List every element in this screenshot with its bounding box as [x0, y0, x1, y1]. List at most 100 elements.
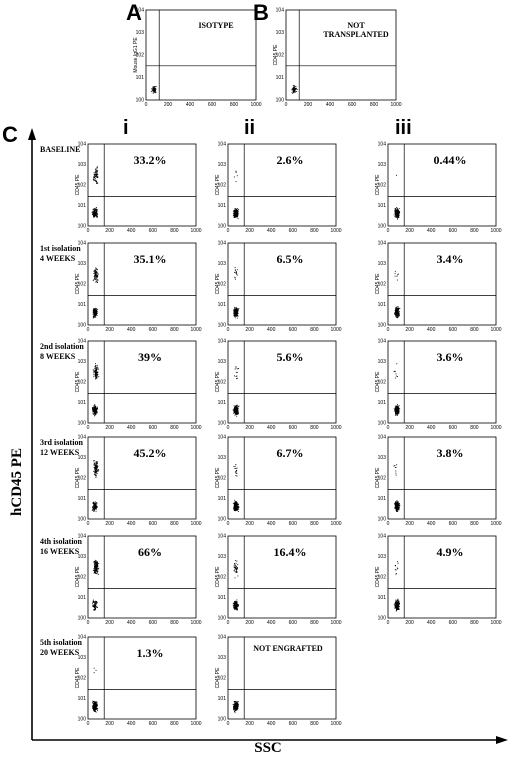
x-tick-label: 800 — [170, 620, 179, 626]
y-axis-label: CD45 PE — [215, 467, 221, 489]
y-tick-label: 103 — [276, 30, 285, 36]
plot-frame — [387, 340, 497, 424]
flow-plot-i-row-1: 0 200 400 600 800 1000 100 101 102 103 104 CD45 PE 3… — [75, 142, 202, 235]
x-tick-label: 400 — [326, 102, 335, 108]
y-axis-label: CD45 PE — [215, 566, 221, 588]
x-tick-label: 800 — [170, 521, 179, 527]
y-axis-label: CD45 PE — [215, 371, 221, 393]
x-tick-label: 800 — [310, 721, 319, 727]
y-tick-label: 103 — [378, 162, 387, 168]
y-tick-label: 100 — [218, 421, 227, 427]
y-tick-label: 103 — [218, 655, 227, 661]
x-tick-label: 400 — [267, 228, 276, 234]
x-tick-label: 600 — [149, 620, 158, 626]
plot-frame — [285, 9, 397, 101]
x-tick-label: 1000 — [190, 327, 201, 333]
y-tick-label: 103 — [218, 359, 227, 365]
y-tick-label: 101 — [378, 203, 387, 209]
x-tick-label: 0 — [87, 425, 90, 431]
row-label-line1: BASELINE — [40, 145, 80, 154]
y-tick-label: 103 — [218, 455, 227, 461]
row-label-line2: 16 WEEKS — [40, 547, 80, 556]
plot-frame — [87, 143, 197, 227]
x-tick-label: 400 — [267, 521, 276, 527]
percent-positive-label: 3.6% — [437, 350, 464, 364]
y-axis-label: CD45 PE — [375, 174, 381, 196]
event-dots — [91, 363, 100, 417]
y-axis-label: CD45 PE — [215, 273, 221, 295]
event-dots — [393, 363, 401, 416]
x-tick-label: 1000 — [330, 327, 341, 333]
x-tick-label: 0 — [227, 327, 230, 333]
y-tick-label: 103 — [378, 261, 387, 267]
x-tick-label: 0 — [87, 721, 90, 727]
x-tick-label: 1000 — [190, 425, 201, 431]
row-label-line1: 5th isolation — [40, 638, 83, 647]
percent-positive-label: 5.6% — [277, 350, 304, 364]
y-tick-label: 103 — [218, 162, 227, 168]
x-tick-label: 800 — [310, 425, 319, 431]
y-tick-label: 103 — [378, 554, 387, 560]
percent-positive-label: 45.2% — [134, 446, 167, 460]
y-tick-label: 102 — [218, 183, 227, 189]
x-tick-label: 0 — [227, 228, 230, 234]
y-axis-label: CD45 PE — [75, 371, 81, 393]
x-tick-label: 200 — [105, 521, 114, 527]
column-label-iii: iii — [395, 117, 412, 139]
event-dots — [394, 270, 401, 319]
y-tick-label: 102 — [136, 53, 145, 59]
y-tick-label: 102 — [378, 380, 387, 386]
y-tick-label: 103 — [78, 554, 87, 560]
x-tick-label: 600 — [149, 228, 158, 234]
y-tick-label: 103 — [78, 455, 87, 461]
y-tick-label: 104 — [78, 534, 87, 540]
x-tick-label: 400 — [267, 327, 276, 333]
panel-label-c: C — [2, 122, 18, 147]
y-tick-label: 102 — [218, 476, 227, 482]
y-axis-label: CD45 PE — [75, 174, 81, 196]
percent-positive-label: 16.4% — [274, 545, 307, 559]
x-tick-label: 600 — [289, 228, 298, 234]
row-label: BASELINE — [40, 145, 80, 154]
x-tick-label: 1000 — [190, 228, 201, 234]
y-tick-label: 102 — [378, 282, 387, 288]
y-tick-label: 101 — [276, 75, 285, 81]
x-tick-label: 200 — [304, 102, 313, 108]
y-tick-label: 102 — [78, 575, 87, 581]
plot-frame — [87, 340, 197, 424]
x-tick-label: 0 — [387, 228, 390, 234]
x-tick-label: 1000 — [490, 327, 501, 333]
x-tick-label: 600 — [208, 102, 217, 108]
x-tick-label: 600 — [149, 521, 158, 527]
x-tick-label: 0 — [387, 327, 390, 333]
x-tick-label: 200 — [105, 327, 114, 333]
plot-b: 0 200 400 600 800 1000 100 101 102 103 104 CD45 PE N… — [273, 8, 402, 109]
x-tick-label: 0 — [227, 620, 230, 626]
y-tick-label: 104 — [78, 142, 87, 148]
plot-frame — [387, 143, 497, 227]
x-tick-label: 1000 — [490, 228, 501, 234]
y-tick-label: 101 — [78, 302, 87, 308]
x-tick-label: 600 — [449, 327, 458, 333]
y-tick-label: 100 — [378, 224, 387, 230]
x-tick-label: 800 — [470, 228, 479, 234]
event-dots — [232, 464, 240, 512]
x-tick-label: 600 — [149, 327, 158, 333]
y-tick-label: 100 — [218, 616, 227, 622]
plot-frame — [227, 636, 337, 720]
event-dots — [393, 174, 401, 220]
event-dots — [232, 366, 240, 417]
plot-frame — [387, 242, 497, 326]
x-tick-label: 800 — [170, 327, 179, 333]
flow-plot-iii-row-1: 0 200 400 600 800 1000 100 101 102 103 104 CD45 PE 0… — [375, 142, 502, 235]
x-tick-label: 600 — [149, 721, 158, 727]
y-tick-label: 101 — [218, 203, 227, 209]
event-dots — [291, 84, 298, 94]
flow-plot-iii-row-5: 0 200 400 600 800 1000 100 101 102 103 104 CD45 PE 4… — [375, 534, 502, 627]
x-tick-label: 200 — [245, 228, 254, 234]
y-axis-label: CD45 PE — [75, 566, 81, 588]
